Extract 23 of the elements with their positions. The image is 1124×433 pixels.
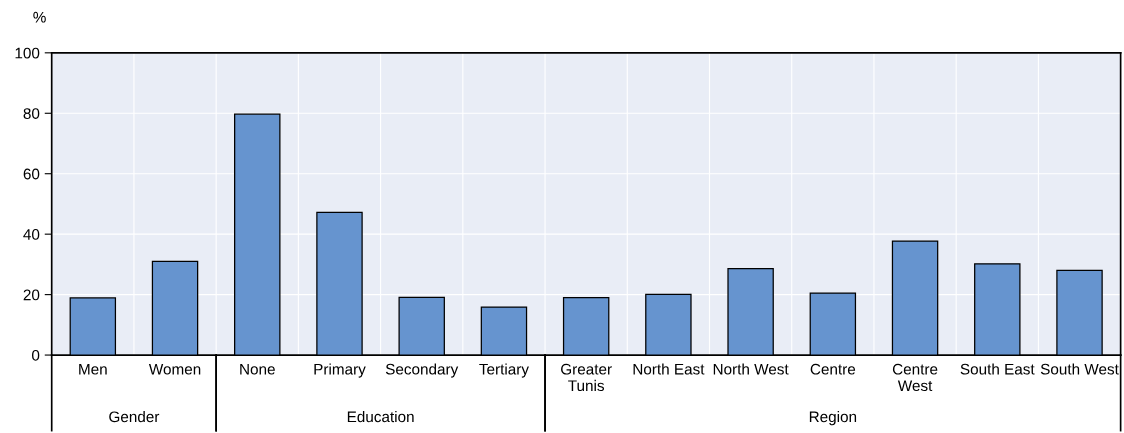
x-tick-label: North East <box>633 363 705 375</box>
x-tick-label: None <box>240 363 275 375</box>
x-tick-label: Women <box>148 363 201 375</box>
y-tick-label: 0 <box>32 349 40 361</box>
y-tick-label: 20 <box>23 289 40 301</box>
y-axis-title: % <box>33 11 46 23</box>
x-tick-label: Primary <box>314 363 366 378</box>
x-tick-label: South West <box>1040 363 1119 375</box>
y-tick-label: 60 <box>23 168 40 180</box>
x-tick-label: Secondary <box>385 363 459 378</box>
text: Region <box>809 410 857 426</box>
text: Education <box>347 410 414 423</box>
x-tick-label: Centre <box>810 363 856 375</box>
x-tick-label: Greater Tunis <box>561 363 612 392</box>
x-tick-label: Men <box>79 363 107 375</box>
x-tick-label: North West <box>713 363 789 375</box>
y-tick-label: 80 <box>23 108 40 119</box>
text: Gender <box>109 410 160 423</box>
x-tick-label: South East <box>960 363 1035 375</box>
y-tick-label: 40 <box>23 229 40 240</box>
y-tick-label: 100 <box>15 47 40 59</box>
x-tick-label: Tertiary <box>479 363 529 378</box>
x-tick-label: Centre West <box>892 363 938 392</box>
